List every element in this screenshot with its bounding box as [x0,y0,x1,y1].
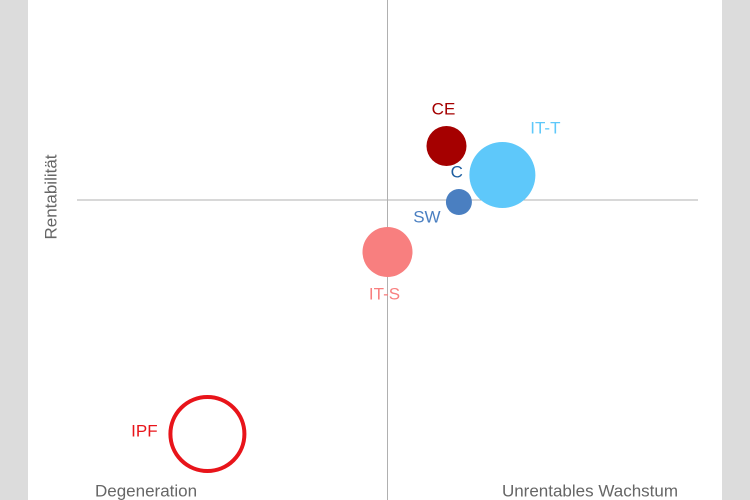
bubble [426,126,467,166]
bubble [469,142,536,208]
bubble-label: IT-T [530,118,560,137]
bubble-label: IT-S [369,284,400,303]
quadrant-label: Degeneration [95,481,197,500]
bubble [445,189,472,215]
bubble-label: SW [413,207,440,226]
bubble-label: IPF [131,421,157,440]
side-band [0,0,28,500]
bubble-label: CE [432,99,456,118]
side-band [722,0,750,500]
y-axis-label: Rentabilität [41,154,60,239]
bubble-label: C [451,162,463,181]
bubble [168,395,247,473]
quadrant-label: Unrentables Wachstum [502,481,678,500]
bubble [362,227,413,277]
